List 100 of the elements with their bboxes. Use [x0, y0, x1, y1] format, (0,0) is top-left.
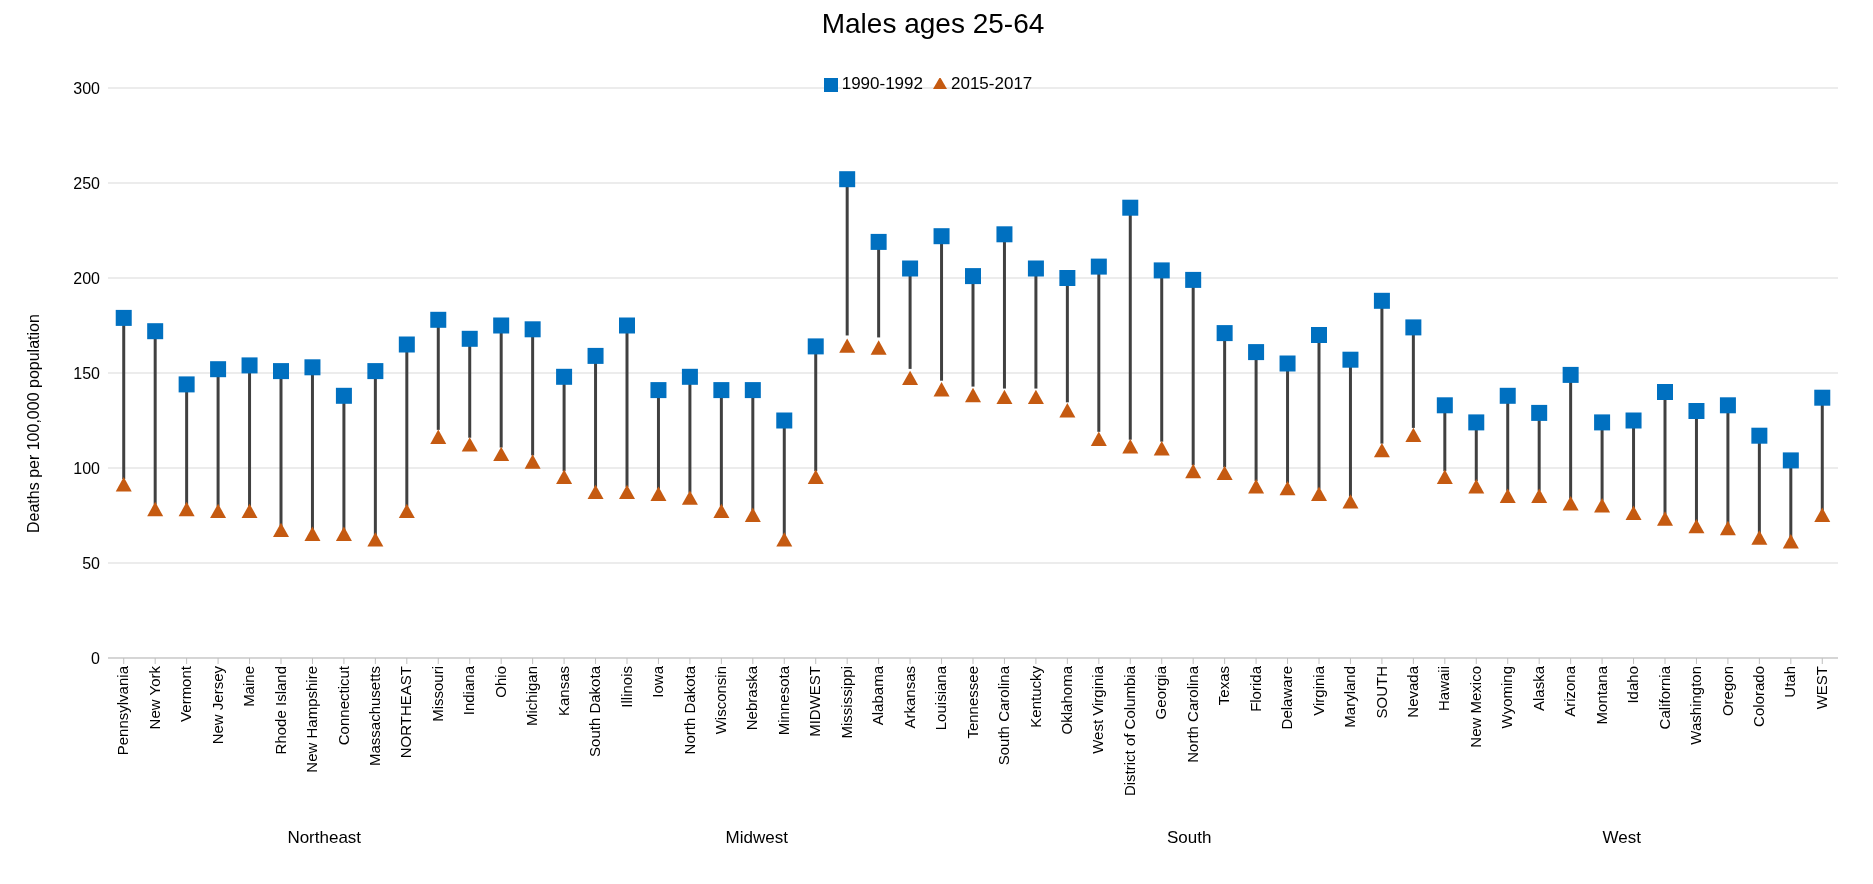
- x-tick-label: Washington: [1687, 666, 1705, 745]
- point: [273, 363, 289, 380]
- legend-label: 1990-1992: [841, 74, 923, 93]
- point: [1373, 292, 1390, 309]
- x-tick-label: WEST: [1812, 666, 1830, 710]
- x-tick-label: Nebraska: [743, 665, 761, 731]
- x-tick-label: Rhode Island: [271, 666, 289, 755]
- x-tick-label: Massachusetts: [366, 666, 384, 767]
- x-tick-label: Illinois: [617, 666, 635, 708]
- point: [839, 338, 856, 353]
- point: [776, 532, 793, 547]
- x-tick-label: Hawaii: [1435, 666, 1453, 712]
- point: [241, 357, 258, 374]
- point: [965, 268, 981, 285]
- point: [493, 446, 510, 462]
- point: [1059, 270, 1076, 286]
- point: [367, 363, 384, 380]
- point: [1562, 496, 1579, 511]
- point: [178, 376, 195, 393]
- x-tick-label: Montana: [1592, 665, 1610, 725]
- point: [115, 477, 132, 492]
- point: [807, 338, 824, 355]
- point: [1751, 530, 1768, 545]
- point: [493, 317, 510, 334]
- point: [1531, 488, 1548, 503]
- point: [1499, 488, 1516, 503]
- point: [1248, 344, 1265, 361]
- x-tick-label: Oregon: [1718, 666, 1736, 717]
- point: [556, 368, 573, 385]
- point: [1185, 463, 1202, 479]
- text: Midwest: [725, 828, 789, 847]
- point: [147, 501, 164, 517]
- point: [839, 171, 856, 188]
- x-tick-label: Missouri: [428, 666, 446, 722]
- x-tick-label: SOUTH: [1372, 666, 1390, 719]
- x-tick-label: North Carolina: [1183, 665, 1201, 763]
- x-tick-label: Virginia: [1309, 665, 1327, 716]
- point: [1059, 403, 1076, 418]
- point: [1279, 355, 1296, 372]
- x-tick-label: Oklahoma: [1058, 665, 1076, 735]
- point: [1216, 325, 1233, 342]
- x-tick-label: Vermont: [177, 665, 195, 722]
- x-tick-label: Ohio: [491, 666, 509, 698]
- x-tick-label: Pennsylvania: [114, 665, 132, 756]
- point: [1782, 452, 1799, 469]
- text: South: [1167, 828, 1212, 847]
- point: [681, 368, 698, 385]
- x-tick-label: Florida: [1246, 665, 1264, 712]
- x-tick-label: New Hampshire: [303, 666, 321, 773]
- point: [398, 503, 415, 519]
- point: [335, 387, 352, 404]
- y-tick-label: 50: [82, 554, 101, 572]
- point: [241, 503, 258, 519]
- x-tick-label: New Mexico: [1466, 666, 1484, 748]
- point: [1688, 518, 1705, 534]
- point: [1782, 534, 1799, 549]
- x-tick-label: Colorado: [1750, 666, 1768, 727]
- x-tick-label: New York: [145, 665, 163, 730]
- point: [996, 226, 1013, 243]
- x-tick-label: New Jersey: [208, 665, 226, 745]
- point: [1279, 480, 1296, 496]
- point: [1436, 469, 1453, 484]
- point: [273, 522, 289, 538]
- point: [1311, 486, 1327, 501]
- point: [1657, 511, 1673, 526]
- x-tick-label: Alaska: [1529, 665, 1547, 712]
- point: [1657, 384, 1673, 400]
- point: [210, 503, 227, 519]
- point: [461, 330, 478, 347]
- point: [870, 340, 887, 355]
- x-tick-label: Delaware: [1278, 666, 1296, 730]
- point: [1594, 498, 1611, 513]
- x-tick-label: Michigan: [523, 666, 541, 727]
- x-tick-label: Tennessee: [963, 666, 981, 739]
- point: [398, 336, 415, 353]
- point: [1027, 389, 1044, 405]
- y-tick-label: 150: [73, 364, 101, 382]
- point: [933, 382, 950, 397]
- x-tick-label: Wyoming: [1498, 666, 1516, 729]
- point: [1185, 271, 1202, 288]
- point: [115, 309, 132, 326]
- point: [1625, 505, 1642, 520]
- point: [556, 469, 573, 484]
- point: [524, 454, 541, 469]
- point: [1342, 494, 1359, 509]
- point: [1405, 427, 1422, 443]
- point: [524, 321, 541, 338]
- point: [1814, 507, 1831, 522]
- point: [1562, 366, 1579, 383]
- point: [587, 347, 604, 364]
- chart-title: Males ages 25-64: [820, 8, 1046, 40]
- point: [965, 387, 981, 403]
- x-tick-label: South Dakota: [586, 665, 604, 757]
- x-tick-label: MIDWEST: [806, 666, 824, 737]
- x-tick-label: North Dakota: [680, 665, 698, 755]
- point: [650, 486, 667, 501]
- x-tick-label: Georgia: [1152, 665, 1170, 720]
- x-tick-label: District of Columbia: [1120, 665, 1138, 797]
- x-tick-label: Mississippi: [837, 666, 855, 739]
- point: [430, 311, 447, 328]
